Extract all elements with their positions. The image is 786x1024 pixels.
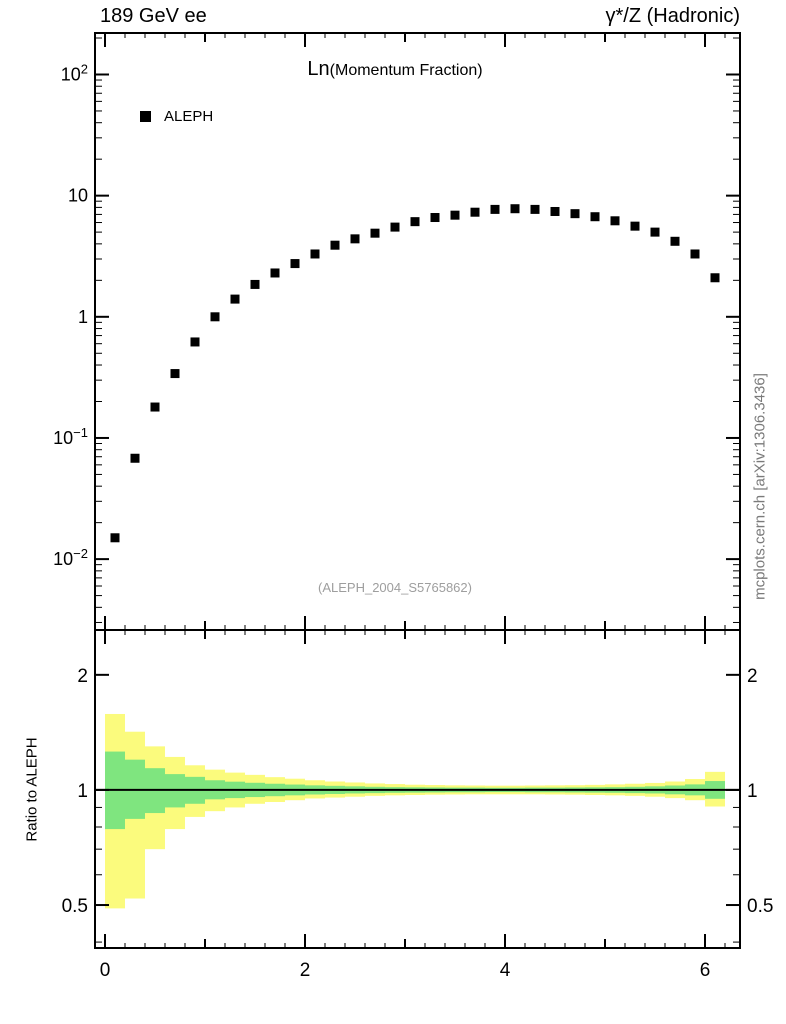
data-point-marker [130, 453, 140, 463]
legend-label: ALEPH [164, 108, 214, 125]
data-point-marker [170, 369, 180, 379]
data-point-marker [450, 210, 460, 220]
x-axis-tick-label: 4 [500, 960, 511, 981]
ratio-tick-label-right: 2 [747, 666, 758, 687]
ratio-tick-label-right: 0.5 [747, 896, 773, 917]
data-point-marker [110, 533, 120, 543]
data-point-marker [510, 204, 520, 214]
ratio-tick-label-left: 2 [77, 666, 88, 687]
plot-title: Ln(Momentum Fraction) [95, 58, 695, 81]
x-axis-tick-label: 6 [700, 960, 711, 981]
data-point-marker [490, 204, 500, 214]
data-point-marker [690, 249, 700, 259]
data-point-marker [530, 204, 540, 214]
data-point-marker [710, 273, 720, 283]
data-point-marker [310, 249, 320, 259]
y-axis-tick-label: 10−2 [53, 546, 88, 569]
y-axis-tick-label: 10 [68, 186, 88, 206]
analysis-reference-watermark: (ALEPH_2004_S5765862) [318, 580, 472, 595]
data-point-marker [470, 207, 480, 217]
ratio-tick-label-left: 1 [77, 781, 88, 802]
plot-title-sub: (Momentum Fraction) [329, 62, 483, 79]
data-point-marker [550, 206, 560, 216]
data-point-marker [330, 240, 340, 250]
data-point-marker [590, 212, 600, 222]
data-point-marker [370, 228, 380, 238]
data-point-marker [290, 259, 300, 269]
data-point-marker [350, 234, 360, 244]
ratio-tick-label-right: 1 [747, 781, 758, 802]
header-process-label: γ*/Z (Hadronic) [605, 5, 740, 27]
data-point-marker [230, 294, 240, 304]
mcplots-side-note: mcplots.cern.ch [arXiv:1306.3436] [751, 373, 769, 600]
x-axis-tick-label: 2 [300, 960, 311, 981]
plot-title-main: Ln [307, 58, 330, 80]
data-point-marker [610, 216, 620, 226]
y-axis-tick-label: 10−1 [53, 425, 88, 448]
legend: ALEPH [140, 108, 213, 125]
ratio-tick-label-left: 0.5 [62, 896, 88, 917]
data-point-marker [390, 222, 400, 232]
data-point-marker [670, 236, 680, 246]
data-point-marker [270, 268, 280, 278]
legend-square-marker-icon [140, 111, 151, 122]
data-point-marker [190, 337, 200, 347]
data-point-marker [570, 209, 580, 219]
data-point-marker [150, 402, 160, 412]
data-point-marker [630, 221, 640, 231]
x-axis-tick-label: 0 [100, 960, 111, 981]
y-axis-tick-label: 1 [78, 307, 88, 327]
data-point-marker [250, 279, 260, 289]
ratio-axis-title: Ratio to ALEPH [23, 737, 41, 842]
data-point-marker [410, 217, 420, 227]
y-axis-tick-label: 102 [61, 61, 88, 84]
data-point-marker [650, 227, 660, 237]
data-point-marker [430, 213, 440, 223]
header-beam-label: 189 GeV ee [100, 5, 207, 27]
data-point-marker [210, 312, 220, 322]
